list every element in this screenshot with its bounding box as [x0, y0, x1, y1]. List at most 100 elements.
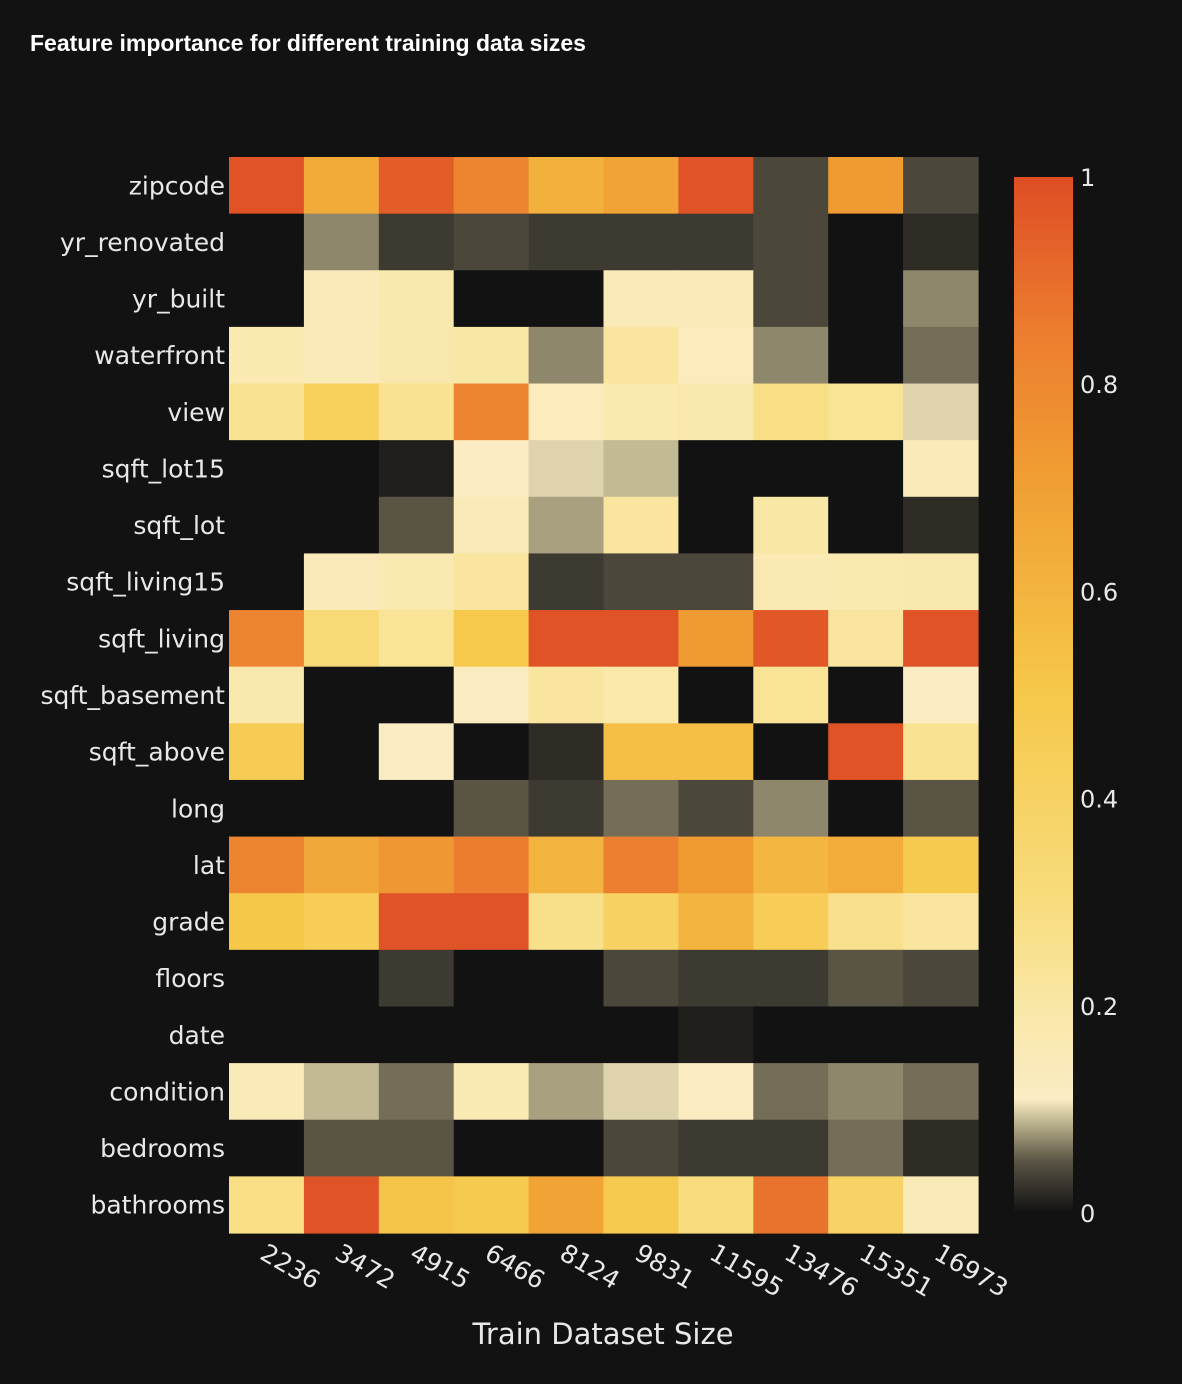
heatmap-cell — [753, 496, 829, 555]
heatmap-cell — [528, 610, 605, 668]
heatmap-cell — [303, 326, 380, 385]
heatmap-cell — [828, 893, 904, 951]
heatmap-cell — [378, 779, 455, 838]
heatmap-cell — [378, 157, 455, 215]
heatmap-cell — [378, 496, 455, 555]
heatmap-cell — [528, 666, 605, 724]
y-tick-label: sqft_lot — [133, 511, 225, 540]
heatmap-cell — [678, 666, 754, 724]
colorbar-tick-label: 0.8 — [1080, 371, 1118, 399]
heatmap-cell — [229, 1176, 305, 1234]
heatmap-cell — [229, 326, 305, 385]
heatmap-cell — [903, 836, 979, 894]
y-tick-label: sqft_living15 — [66, 568, 225, 597]
heatmap-cell — [678, 893, 754, 951]
y-tick-label: condition — [109, 1077, 225, 1106]
y-tick-label: bathrooms — [90, 1191, 225, 1220]
heatmap-cell — [828, 213, 904, 271]
heatmap-cell — [303, 1063, 380, 1121]
heatmap-cell — [753, 723, 829, 781]
y-tick-label: bedrooms — [100, 1134, 225, 1163]
heatmap-cell — [678, 270, 754, 328]
heatmap-cell — [828, 836, 904, 894]
y-tick-label: date — [169, 1021, 225, 1050]
heatmap-cell — [828, 270, 904, 328]
heatmap-cell — [828, 1006, 904, 1064]
heatmap-cell — [453, 213, 530, 271]
heatmap-cell — [903, 157, 979, 215]
heatmap-cell — [528, 836, 605, 894]
heatmap-cell — [828, 779, 904, 838]
heatmap-cell — [229, 1119, 305, 1177]
heatmap-cell — [753, 666, 829, 724]
heatmap-cell — [678, 1006, 754, 1064]
colorbar-tick-label: 0.2 — [1080, 993, 1118, 1021]
y-tick-label: view — [167, 398, 225, 427]
heatmap-cells — [229, 157, 979, 1234]
heatmap-cell — [753, 610, 829, 668]
heatmap-cell — [753, 383, 829, 441]
heatmap-cell — [828, 666, 904, 724]
heatmap-cell — [229, 1006, 305, 1064]
heatmap-cell — [528, 779, 605, 838]
y-tick-label: grade — [152, 908, 225, 937]
heatmap-cell — [378, 1006, 455, 1064]
heatmap-cell — [828, 1119, 904, 1177]
heatmap-cell — [903, 893, 979, 951]
heatmap-cell — [229, 949, 305, 1008]
colorbar-tick-label: 1 — [1080, 164, 1095, 192]
heatmap-cell — [528, 553, 605, 611]
y-tick-label: yr_built — [132, 285, 225, 314]
heatmap-cell — [603, 1063, 679, 1121]
heatmap-cell — [528, 1006, 605, 1064]
heatmap-cell — [753, 326, 829, 385]
heatmap-cell — [303, 1176, 380, 1234]
heatmap-cell — [678, 440, 754, 498]
x-tick-label: 13476 — [780, 1238, 863, 1303]
heatmap-cell — [229, 157, 305, 215]
heatmap-cell — [903, 440, 979, 498]
heatmap-cell — [453, 326, 530, 385]
heatmap-cell — [229, 893, 305, 951]
x-axis-title: Train Dataset Size — [471, 1317, 733, 1351]
heatmap-cell — [303, 949, 380, 1008]
heatmap-cell — [753, 270, 829, 328]
x-tick-label: 11595 — [705, 1238, 788, 1303]
heatmap-cell — [229, 553, 305, 611]
heatmap-cell — [528, 1119, 605, 1177]
heatmap-cell — [378, 213, 455, 271]
heatmap-cell — [753, 157, 829, 215]
heatmap-cell — [378, 666, 455, 724]
heatmap-cell — [303, 157, 380, 215]
heatmap-cell — [903, 610, 979, 668]
heatmap-cell — [378, 610, 455, 668]
heatmap-cell — [229, 779, 305, 838]
heatmap-cell — [528, 893, 605, 951]
heatmap-cell — [378, 383, 455, 441]
heatmap-cell — [903, 553, 979, 611]
heatmap-cell — [528, 949, 605, 1008]
heatmap-cell — [828, 326, 904, 385]
heatmap-cell — [528, 213, 605, 271]
heatmap-cell — [303, 496, 380, 555]
heatmap-cell — [603, 270, 679, 328]
heatmap-cell — [303, 723, 380, 781]
heatmap-cell — [229, 496, 305, 555]
heatmap-cell — [828, 949, 904, 1008]
heatmap-cell — [903, 496, 979, 555]
heatmap-cell — [678, 1119, 754, 1177]
heatmap-cell — [303, 440, 380, 498]
heatmap-cell — [753, 1176, 829, 1234]
heatmap-cell — [678, 779, 754, 838]
heatmap-cell — [603, 157, 679, 215]
x-tick-label: 2236 — [255, 1238, 325, 1295]
heatmap-cell — [603, 610, 679, 668]
heatmap-cell — [753, 893, 829, 951]
heatmap-cell — [753, 949, 829, 1008]
heatmap-cell — [528, 496, 605, 555]
y-tick-label: sqft_lot15 — [102, 454, 225, 483]
heatmap-cell — [378, 836, 455, 894]
y-tick-label: waterfront — [94, 341, 225, 370]
heatmap-cell — [678, 213, 754, 271]
heatmap-cell — [229, 836, 305, 894]
